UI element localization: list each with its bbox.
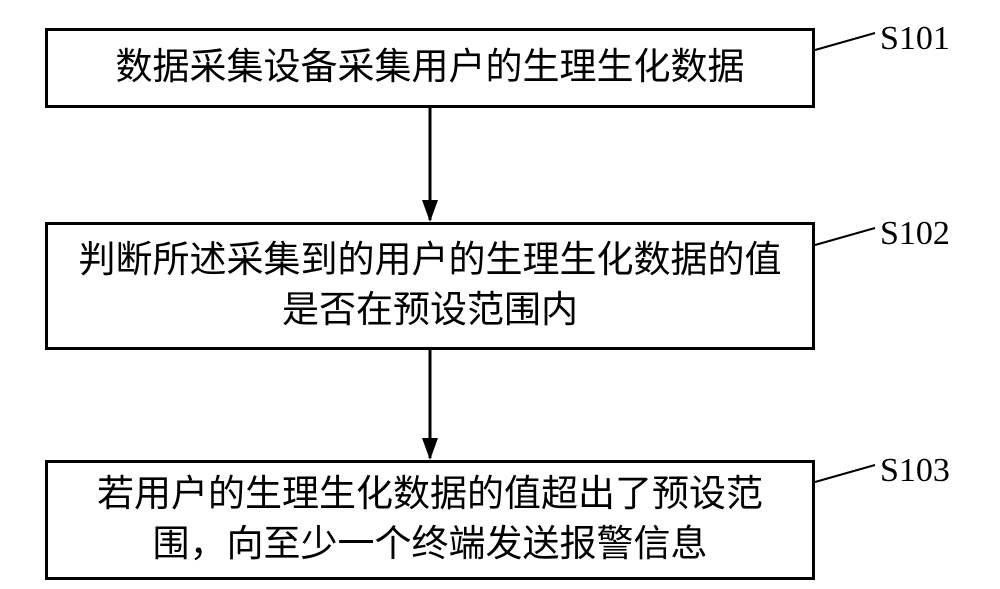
flow-node-n3: 若用户的生理生化数据的值超出了预设范围，向至少一个终端发送报警信息 bbox=[45, 460, 815, 580]
step-label-n2: S102 bbox=[880, 215, 950, 253]
flowchart-container: 数据采集设备采集用户的生理生化数据判断所述采集到的用户的生理生化数据的值是否在预… bbox=[0, 0, 1000, 589]
step-label-n3: S103 bbox=[880, 452, 950, 490]
step-label-n1: S101 bbox=[880, 20, 950, 58]
flow-node-n2: 判断所述采集到的用户的生理生化数据的值是否在预设范围内 bbox=[45, 222, 815, 350]
flow-node-n1: 数据采集设备采集用户的生理生化数据 bbox=[45, 28, 815, 108]
